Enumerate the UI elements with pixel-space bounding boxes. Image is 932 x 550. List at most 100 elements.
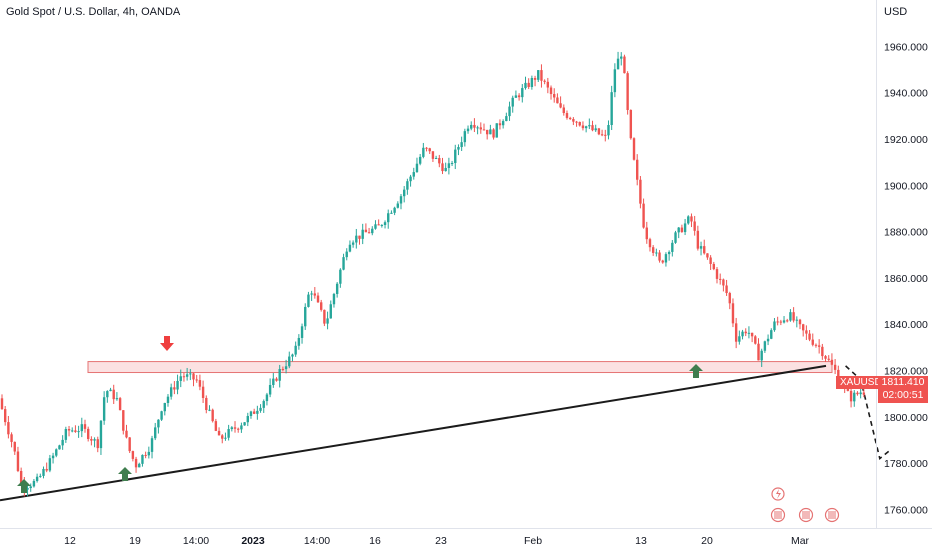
candle (801, 323, 805, 337)
candle (517, 93, 521, 101)
candle-body (597, 128, 601, 135)
candle (214, 418, 218, 432)
candle-body (141, 454, 144, 464)
candle-body (0, 398, 4, 410)
candle (0, 394, 4, 410)
ascending-trendline (0, 364, 827, 502)
candle (118, 396, 122, 411)
candle-body (808, 333, 811, 340)
candle-body (725, 285, 728, 294)
candle-body (537, 70, 540, 80)
candle (208, 405, 211, 412)
candle-body (45, 468, 48, 471)
candle-body (122, 410, 125, 431)
lightning-bolt (776, 489, 781, 499)
x-tick-label: 20 (701, 535, 713, 547)
candle-body (572, 119, 575, 122)
candle (128, 437, 131, 454)
candle-body (294, 345, 297, 355)
candle-body (13, 441, 16, 452)
candle (584, 125, 588, 133)
candle (304, 303, 307, 330)
candle-body (425, 147, 428, 149)
candle (482, 123, 486, 131)
candle-body (610, 92, 613, 126)
candle-body (540, 70, 543, 81)
candle-body (7, 422, 10, 435)
candle-body (463, 131, 467, 143)
candle (543, 79, 546, 85)
candle (211, 408, 214, 423)
candle-body (233, 427, 237, 429)
candle (671, 240, 674, 257)
candle (645, 221, 648, 244)
candle (712, 261, 716, 271)
candle (58, 444, 61, 450)
candle-body (450, 163, 454, 165)
candle (35, 473, 39, 483)
candle-body (690, 216, 693, 222)
candle-body (208, 409, 211, 411)
candle-body (862, 392, 866, 395)
candle (332, 292, 336, 308)
candle (463, 128, 467, 147)
candle-body (224, 437, 227, 439)
candle-body (418, 156, 422, 164)
candle (817, 339, 821, 354)
candle-body (613, 69, 617, 93)
candle (147, 446, 151, 459)
candle (224, 432, 227, 441)
candle-body (355, 235, 358, 243)
candle-body (19, 470, 23, 484)
candle (805, 325, 808, 340)
candle (750, 332, 754, 343)
candle (358, 235, 361, 245)
candle-body (237, 428, 240, 430)
candle (297, 334, 301, 350)
candle (734, 317, 738, 349)
candle-body (655, 252, 658, 254)
candle-body (789, 312, 792, 321)
candle (553, 88, 556, 103)
candle-body (824, 356, 827, 359)
candle (425, 147, 428, 152)
candle (406, 178, 409, 195)
candle-body (230, 427, 234, 430)
candle-body (157, 419, 160, 428)
candle (390, 210, 393, 214)
candle (830, 353, 834, 366)
candle-body (795, 319, 799, 321)
candle (438, 154, 441, 168)
candle-body (754, 336, 757, 344)
y-tick-label: 1900.000 (884, 180, 928, 192)
candle-body (744, 331, 747, 334)
candle-body (801, 324, 805, 331)
buy-arrow-marker (17, 479, 31, 493)
candle-body (339, 269, 342, 284)
candle (7, 415, 10, 439)
candle-body (661, 260, 664, 263)
candle-body (511, 97, 514, 107)
candle (728, 291, 731, 310)
candle (690, 213, 693, 228)
candle (86, 426, 90, 442)
candle (642, 198, 645, 229)
candle (699, 241, 703, 256)
candle-body (412, 172, 415, 177)
candle (288, 351, 291, 369)
candle-body (501, 121, 505, 126)
candle-body (115, 398, 119, 400)
candle-body (693, 221, 696, 231)
candle (415, 157, 419, 173)
candle-body (154, 427, 157, 439)
candle (150, 435, 154, 459)
candle (157, 419, 160, 434)
candle (192, 372, 195, 387)
candle-body (166, 396, 170, 403)
candle-body (677, 227, 680, 233)
candle-body (275, 378, 278, 381)
candle-body (128, 437, 131, 452)
candle (610, 85, 613, 131)
